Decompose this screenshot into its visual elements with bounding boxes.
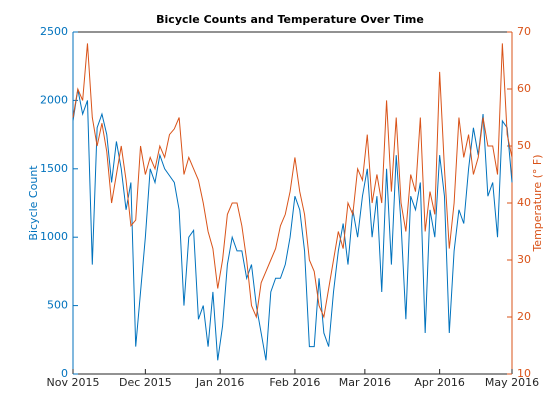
y2-tick-label: 70 — [517, 25, 531, 38]
y2-axis-label: Temperature (° F) — [531, 154, 544, 252]
series-line — [72, 43, 513, 319]
y2-tick-label: 10 — [517, 367, 531, 380]
x-tick-label: Dec 2015 — [119, 376, 172, 389]
y-tick-label: 500 — [47, 299, 68, 312]
x-tick-label: Feb 2016 — [269, 376, 320, 389]
x-tick-label: May 2016 — [485, 376, 539, 389]
y-tick-label: 1500 — [40, 162, 68, 175]
y-tick-label: 0 — [61, 367, 68, 380]
y2-tick-label: 50 — [517, 139, 531, 152]
y-tick-label: 2500 — [40, 25, 68, 38]
chart-title: Bicycle Counts and Temperature Over Time — [156, 13, 424, 26]
x-tick-label: Apr 2016 — [414, 376, 465, 389]
x-tick-label: Mar 2016 — [339, 376, 391, 389]
series-line — [72, 89, 513, 361]
y2-tick-label: 30 — [517, 253, 531, 266]
y2-tick-label: 40 — [517, 196, 531, 209]
y-axis-label: Bicycle Count — [27, 165, 40, 241]
y-tick-label: 2000 — [40, 93, 68, 106]
x-tick-label: Jan 2016 — [195, 376, 244, 389]
y-tick-label: 1000 — [40, 230, 68, 243]
x-tick-label: Nov 2015 — [47, 376, 100, 389]
y2-tick-label: 60 — [517, 82, 531, 95]
y2-tick-label: 20 — [517, 310, 531, 323]
